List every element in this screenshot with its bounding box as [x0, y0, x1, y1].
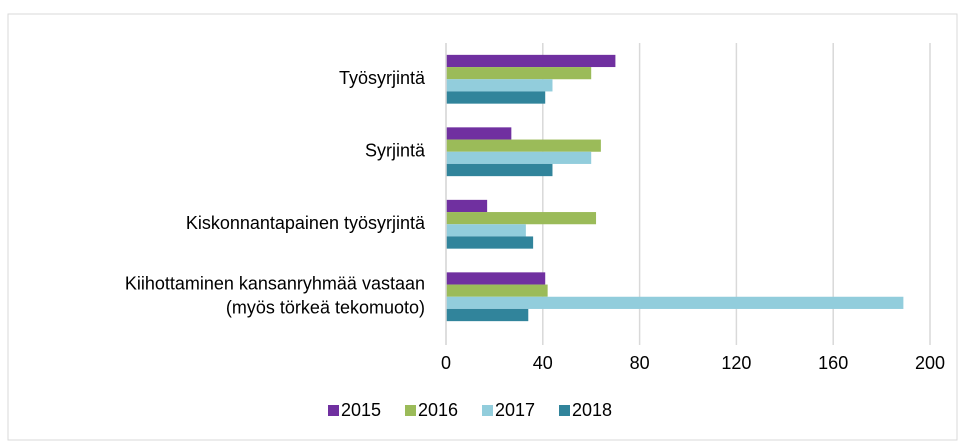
legend-label: 2017: [495, 400, 535, 420]
bar: [446, 284, 548, 297]
x-tick-label: 40: [533, 353, 553, 373]
bar: [446, 54, 616, 68]
bar: [446, 308, 529, 322]
legend-label: 2015: [341, 400, 381, 420]
y-tick-label: Kiihottaminen kansanryhmää vastaan: [125, 274, 425, 294]
y-tick-label: Työsyrjintä: [339, 68, 426, 88]
legend-swatch: [482, 405, 493, 416]
y-tick-label: (myös törkeä tekomuoto): [226, 298, 425, 318]
x-tick-label: 80: [630, 353, 650, 373]
bar: [446, 127, 512, 140]
bar: [446, 199, 488, 213]
bar: [446, 79, 553, 92]
x-tick-label: 160: [818, 353, 848, 373]
bar: [446, 151, 592, 164]
x-tick-label: 0: [441, 353, 451, 373]
x-tick-label: 200: [915, 353, 945, 373]
y-tick-label: Syrjintä: [365, 141, 426, 161]
legend-swatch: [405, 405, 416, 416]
bar: [446, 139, 601, 152]
legend-swatch: [559, 405, 570, 416]
bar: [446, 296, 904, 309]
bar: [446, 212, 597, 225]
bar: [446, 67, 592, 80]
legend-swatch: [328, 405, 339, 416]
bar: [446, 224, 526, 237]
y-tick-label: Kiskonnantapainen työsyrjintä: [186, 213, 426, 233]
legend-label: 2018: [572, 400, 612, 420]
bar: [446, 236, 534, 249]
bar: [446, 91, 546, 104]
x-tick-label: 120: [721, 353, 751, 373]
bar: [446, 272, 546, 285]
bar: [446, 163, 553, 177]
legend-label: 2016: [418, 400, 458, 420]
